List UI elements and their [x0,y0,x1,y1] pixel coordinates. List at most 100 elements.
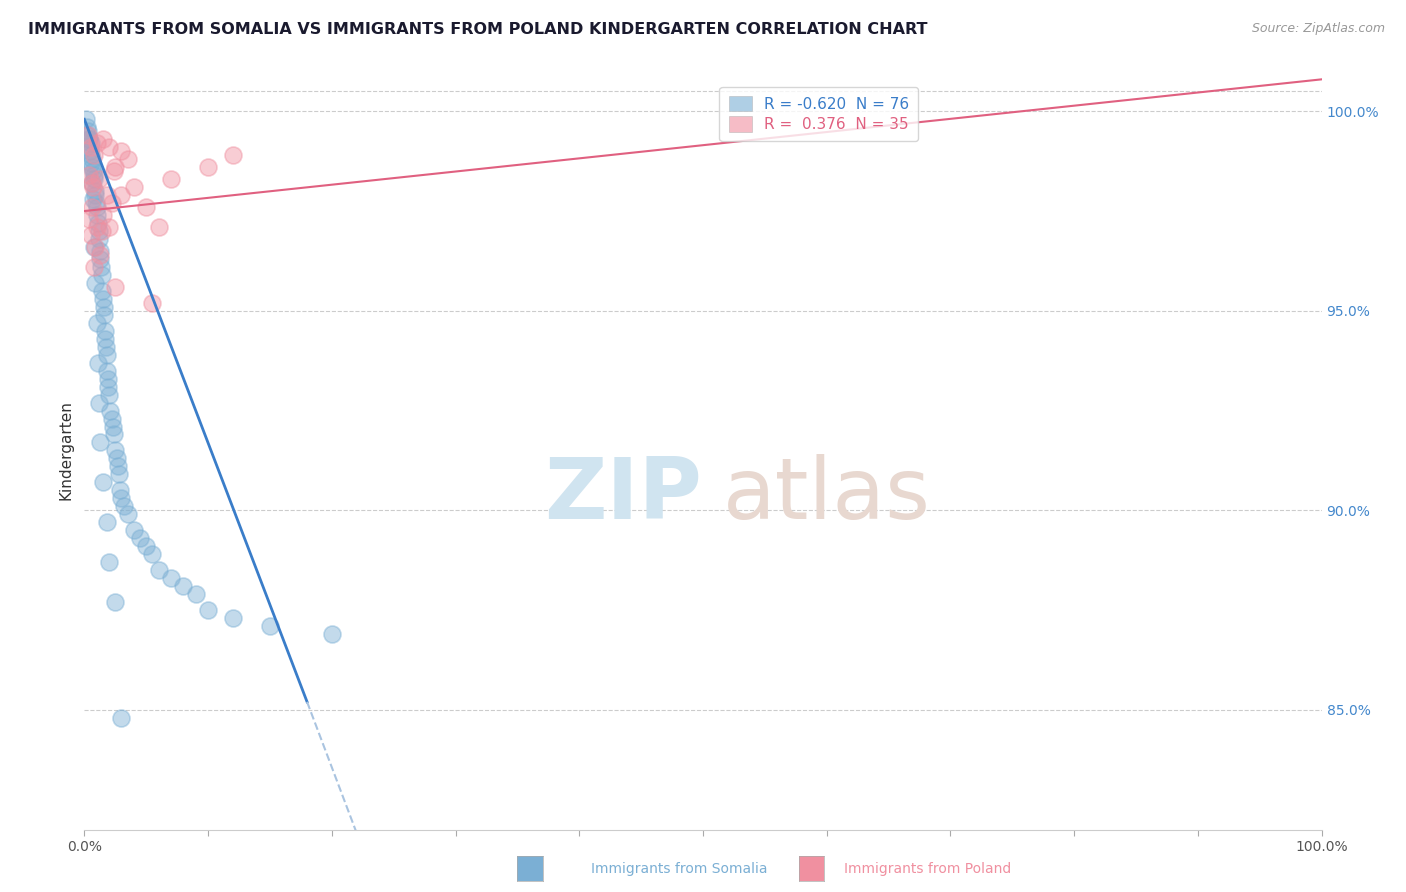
Point [89,172,111,186]
Point [103,164,125,178]
Point [96,516,118,530]
Point [87,356,110,370]
Point [104,595,127,609]
Point [79,132,101,146]
Point [141,295,163,310]
Point [93,308,115,322]
Point [83,184,105,198]
Point [122,180,145,194]
Point [83,168,105,182]
Point [259,619,281,633]
Point [86,200,108,214]
Point [82,160,104,174]
Point [160,172,183,186]
Point [77,128,100,143]
Point [98,403,121,417]
Point [148,563,170,577]
Point [148,219,170,234]
Point [96,348,118,362]
Point [94,332,117,346]
Point [104,160,127,174]
Text: IMMIGRANTS FROM SOMALIA VS IMMIGRANTS FROM POLAND KINDERGARTEN CORRELATION CHART: IMMIGRANTS FROM SOMALIA VS IMMIGRANTS FR… [28,22,928,37]
Point [77,124,100,138]
Point [91,284,114,298]
Point [83,260,105,274]
Point [112,500,135,514]
Point [76,120,98,135]
Point [184,587,207,601]
Point [76,128,98,143]
Text: atlas: atlas [723,454,931,538]
Point [79,168,101,182]
Point [129,531,152,545]
Point [98,387,121,401]
Point [98,555,121,569]
Point [79,144,101,158]
Point [87,216,110,230]
Point [90,260,112,274]
Point [108,467,131,482]
Point [135,539,157,553]
Point [75,112,97,127]
Point [93,300,115,314]
Point [84,240,107,254]
Point [75,140,97,154]
Point [86,219,108,234]
Point [80,176,103,190]
Point [222,148,245,162]
Point [86,208,108,222]
Point [80,176,103,190]
Point [110,491,132,506]
Point [104,443,127,458]
Point [110,144,132,158]
Point [100,411,122,425]
Point [89,395,111,409]
Point [91,208,114,222]
Point [91,132,114,146]
Point [172,579,194,593]
Point [97,371,120,385]
Point [96,364,118,378]
Text: Immigrants from Poland: Immigrants from Poland [844,862,1011,876]
Point [105,451,128,466]
Point [77,132,100,146]
Point [94,340,117,354]
Point [321,627,343,641]
Point [82,180,104,194]
Point [83,148,105,162]
Point [197,603,219,617]
Y-axis label: Kindergarten: Kindergarten [58,401,73,500]
Point [84,276,107,290]
Point [86,316,108,330]
Point [84,196,107,211]
Point [117,152,139,166]
Point [79,140,101,154]
Text: Immigrants from Somalia: Immigrants from Somalia [591,862,768,876]
Point [222,611,245,625]
Point [197,160,219,174]
Point [90,268,112,282]
Point [122,523,145,537]
Point [103,427,125,442]
Point [82,192,104,206]
Point [91,475,114,490]
Point [96,188,118,202]
Point [117,508,139,522]
Point [80,200,103,214]
Point [110,188,132,202]
Point [135,200,157,214]
Point [89,232,111,246]
Point [89,435,111,450]
Point [84,188,107,202]
Point [80,152,103,166]
Point [98,219,121,234]
Point [79,212,101,227]
Point [97,379,120,393]
Point [79,156,101,170]
Point [89,248,111,262]
Point [110,711,132,725]
Point [89,252,111,266]
Point [91,292,114,306]
Point [110,483,132,498]
Text: Source: ZipAtlas.com: Source: ZipAtlas.com [1251,22,1385,36]
